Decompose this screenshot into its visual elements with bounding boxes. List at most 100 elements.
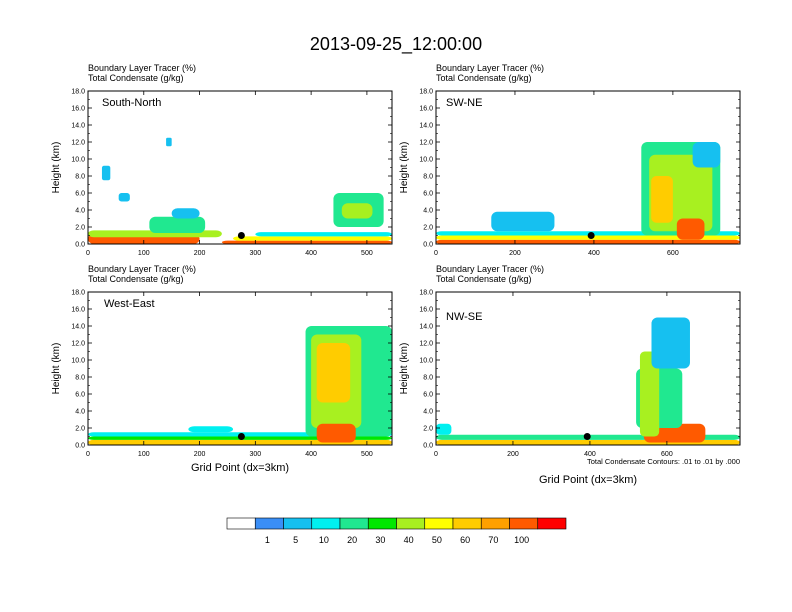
x-tick-label: 600: [667, 250, 679, 257]
y-tick-label: 0.0: [423, 443, 433, 450]
colorbar-label: 5: [293, 535, 298, 545]
y-tick-label: 8.0: [75, 174, 85, 181]
shaded-region: [436, 423, 452, 435]
x-tick-label: 500: [361, 451, 373, 458]
panel-subtitle-condensate: Total Condensate (g/kg): [436, 73, 532, 83]
y-tick-label: 12.0: [419, 140, 433, 147]
y-tick-label: 14.0: [71, 324, 85, 331]
y-tick-label: 4.0: [423, 409, 433, 416]
x-tick-label: 500: [361, 250, 373, 257]
colorbar-label: 70: [488, 535, 498, 545]
x-tick-label: 300: [249, 451, 261, 458]
x-tick-label: 400: [584, 451, 596, 458]
shaded-region: [233, 236, 392, 241]
y-tick-label: 16.0: [71, 307, 85, 314]
shaded-region: [316, 343, 351, 403]
colorbar-box: [509, 517, 539, 530]
colorbar-box: [452, 517, 482, 530]
y-tick-label: 14.0: [71, 123, 85, 130]
x-tick-label: 0: [434, 250, 438, 257]
y-tick-label: 16.0: [419, 307, 433, 314]
colorbar-label: 100: [514, 535, 529, 545]
y-axis-label: Height (km): [399, 142, 410, 194]
shaded-region: [692, 142, 721, 168]
y-tick-label: 18.0: [419, 89, 433, 96]
panel-subtitle-tracer: Boundary Layer Tracer (%): [436, 63, 544, 73]
contour-note: Total Condensate Contours: .01 to .01 by…: [587, 457, 740, 466]
x-tick-label: 300: [249, 250, 261, 257]
panel-subtitle-condensate: Total Condensate (g/kg): [88, 274, 184, 284]
panel-subtitle-condensate: Total Condensate (g/kg): [88, 73, 184, 83]
plot-frame: [87, 90, 393, 245]
shaded-region: [676, 218, 705, 240]
colorbar-box: [283, 517, 313, 530]
y-tick-label: 6.0: [75, 392, 85, 399]
plot-frame: [435, 291, 741, 446]
colorbar-box: [254, 517, 284, 530]
colorbar-label: 30: [375, 535, 385, 545]
x-tick-label: 0: [434, 451, 438, 458]
colorbar-box: [424, 517, 454, 530]
y-tick-label: 10.0: [419, 358, 433, 365]
shaded-region: [118, 193, 130, 202]
colorbar-label: 50: [432, 535, 442, 545]
y-tick-label: 14.0: [419, 324, 433, 331]
y-tick-label: 8.0: [423, 174, 433, 181]
x-tick-label: 400: [588, 250, 600, 257]
x-tick-label: 200: [194, 451, 206, 458]
y-tick-label: 4.0: [423, 208, 433, 215]
station-marker: [587, 232, 595, 239]
colorbar-label: 60: [460, 535, 470, 545]
shaded-region: [188, 426, 234, 433]
x-tick-label: 100: [138, 451, 150, 458]
y-tick-label: 6.0: [75, 191, 85, 198]
shaded-region: [491, 211, 555, 232]
y-tick-label: 4.0: [75, 409, 85, 416]
y-tick-label: 14.0: [419, 123, 433, 130]
y-tick-label: 18.0: [71, 290, 85, 297]
figure-title: 2013-09-25_12:00:00: [310, 34, 482, 55]
x-axis-label: Grid Point (dx=3km): [191, 462, 289, 474]
y-axis-label: Height (km): [51, 142, 62, 194]
shaded-region: [171, 208, 200, 219]
shaded-region: [651, 317, 690, 369]
y-tick-label: 16.0: [71, 106, 85, 113]
x-tick-label: 200: [507, 451, 519, 458]
y-tick-label: 2.0: [423, 426, 433, 433]
panel-sw-ne: Boundary Layer Tracer (%) Total Condensa…: [399, 63, 741, 257]
y-tick-label: 0.0: [75, 443, 85, 450]
panel-label: NW-SE: [446, 311, 482, 323]
colorbar: 1 5 10 20 30 40 50 60 70 100: [226, 517, 567, 545]
x-tick-label: 100: [138, 250, 150, 257]
panel-nw-se: Boundary Layer Tracer (%) Total Condensa…: [399, 264, 741, 486]
y-tick-label: 6.0: [423, 191, 433, 198]
x-tick-label: 400: [305, 250, 317, 257]
y-tick-label: 18.0: [419, 290, 433, 297]
colorbar-label: 20: [347, 535, 357, 545]
y-axis-label: Height (km): [399, 343, 410, 395]
y-tick-label: 2.0: [75, 426, 85, 433]
station-marker: [237, 232, 245, 239]
shaded-region: [436, 239, 740, 244]
y-axis-label: Height (km): [51, 343, 62, 395]
y-tick-label: 2.0: [423, 225, 433, 232]
colorbar-box: [537, 517, 567, 530]
panel-subtitle-tracer: Boundary Layer Tracer (%): [436, 264, 544, 274]
plot-frame: [435, 90, 741, 245]
x-tick-label: 200: [194, 250, 206, 257]
y-tick-label: 6.0: [423, 392, 433, 399]
plot-frame: [87, 291, 393, 446]
shaded-region: [341, 203, 373, 219]
shaded-region: [436, 235, 740, 240]
panel-label: South-North: [102, 97, 161, 109]
panel-subtitle-tracer: Boundary Layer Tracer (%): [88, 264, 196, 274]
y-tick-label: 12.0: [419, 341, 433, 348]
y-tick-label: 4.0: [75, 208, 85, 215]
panel-subtitle-condensate: Total Condensate (g/kg): [436, 274, 532, 284]
colorbar-box: [226, 517, 256, 530]
colorbar-label: 1: [265, 535, 270, 545]
x-axis-label: Grid Point (dx=3km): [539, 474, 637, 486]
y-tick-label: 12.0: [71, 341, 85, 348]
shaded-region: [88, 439, 392, 445]
